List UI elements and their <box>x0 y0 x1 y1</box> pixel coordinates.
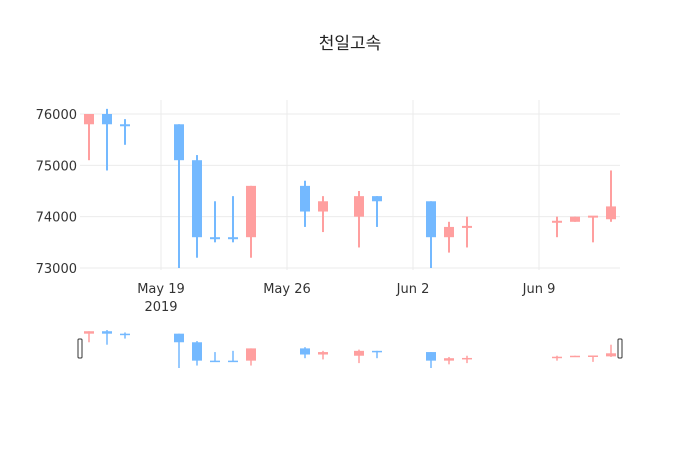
x-tick-label: May 19 <box>137 282 185 297</box>
candle <box>192 342 202 361</box>
candles-main <box>84 108 616 268</box>
candle <box>426 201 436 238</box>
candle <box>318 201 328 212</box>
candle <box>588 355 598 357</box>
candle <box>570 355 580 358</box>
candle <box>102 114 112 125</box>
candle <box>210 360 220 363</box>
candle <box>192 160 202 238</box>
candle <box>228 360 238 363</box>
candle <box>246 185 256 238</box>
x-axis: May 19 2019 May 26 Jun 2 Jun 9 <box>137 282 555 315</box>
candle <box>102 331 112 334</box>
y-tick-label: 75000 <box>36 159 77 174</box>
x-tick-label: May 26 <box>263 282 311 297</box>
candle <box>606 206 616 220</box>
candle <box>300 348 310 355</box>
candle <box>570 216 580 222</box>
candle <box>462 357 472 360</box>
candle <box>174 333 184 343</box>
grid-lines <box>80 100 620 270</box>
candle <box>444 358 454 361</box>
y-tick-label: 73000 <box>36 262 77 277</box>
candle <box>210 237 220 240</box>
candle <box>84 331 94 334</box>
candle <box>372 196 382 202</box>
candle <box>174 124 184 161</box>
x-tick-label: Jun 2 <box>396 282 430 297</box>
candle <box>552 356 562 359</box>
candle <box>318 352 328 355</box>
range-slider-handle-left[interactable] <box>77 338 83 359</box>
candle <box>462 225 472 228</box>
candle <box>228 237 238 240</box>
y-tick-label: 76000 <box>36 108 77 123</box>
candle <box>120 333 130 336</box>
candle <box>300 185 310 212</box>
candle <box>444 226 454 238</box>
y-tick-label: 74000 <box>36 211 77 226</box>
chart-title: 천일고속 <box>319 34 382 54</box>
candle <box>246 348 256 361</box>
y-axis: 73000 74000 75000 76000 <box>36 108 77 277</box>
candle <box>426 352 436 361</box>
range-slider[interactable] <box>77 330 623 368</box>
candle <box>120 124 130 127</box>
candle <box>354 350 364 356</box>
candle <box>552 220 562 223</box>
candle <box>84 114 94 125</box>
range-slider-handle-right[interactable] <box>617 338 623 359</box>
candle <box>354 196 364 217</box>
x-tick-year: 2019 <box>144 300 177 315</box>
candle <box>606 353 616 357</box>
candle <box>372 350 382 353</box>
candle <box>588 215 598 218</box>
x-tick-label: Jun 9 <box>522 282 556 297</box>
